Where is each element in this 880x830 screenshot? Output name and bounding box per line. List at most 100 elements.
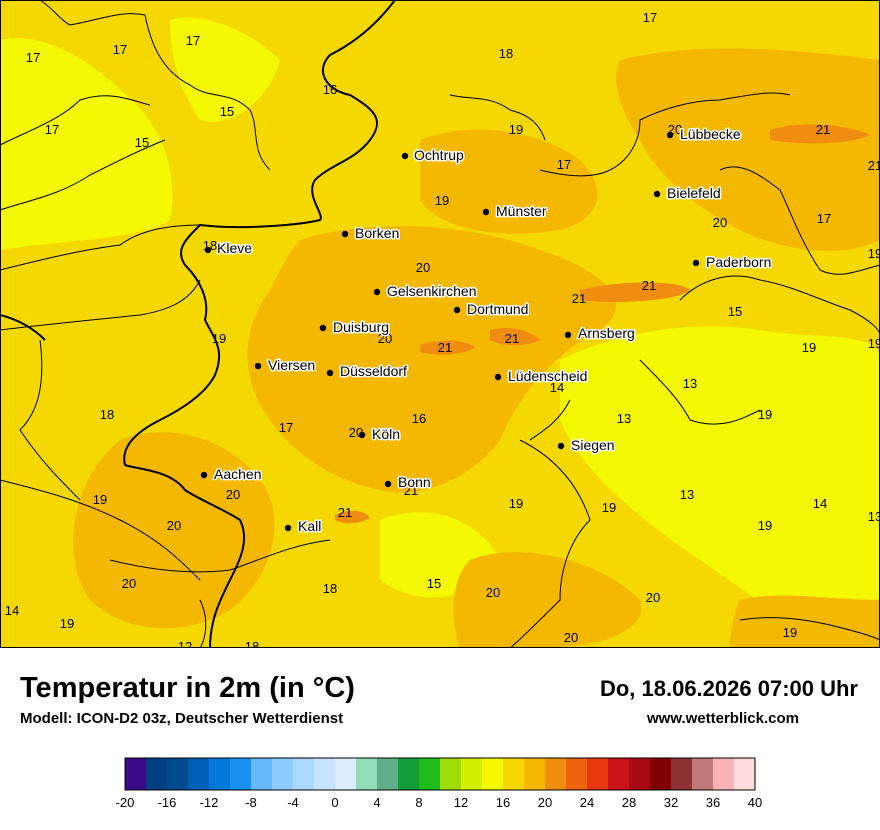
- city-label: Bonn: [398, 474, 431, 490]
- city-arnsberg[interactable]: Arnsberg: [564, 324, 636, 343]
- temp-label: 20: [167, 518, 181, 533]
- legend-color-box: [272, 758, 294, 790]
- temp-label: 16: [412, 411, 426, 426]
- city-gelsenkirchen[interactable]: Gelsenkirchen: [373, 282, 478, 301]
- city-siegen[interactable]: Siegen: [557, 436, 616, 455]
- city-label: Duisburg: [333, 319, 389, 335]
- temp-label: 21: [572, 291, 586, 306]
- city-muenster[interactable]: Münster: [482, 202, 548, 221]
- city-duisburg[interactable]: Duisburg: [319, 318, 391, 337]
- city-label: Paderborn: [706, 254, 771, 270]
- city-duesseldorf[interactable]: Düsseldorf: [326, 362, 409, 381]
- temp-label: 19: [868, 246, 880, 261]
- model-info: Modell: ICON-D2 03z, Deutscher Wetterdie…: [20, 710, 344, 727]
- temp-label: 15: [220, 104, 234, 119]
- temp-label: 21: [438, 340, 452, 355]
- legend-color-box: [188, 758, 210, 790]
- warm-zone-north: [420, 129, 598, 234]
- temp-label: 13: [617, 411, 631, 426]
- temp-label: 21: [868, 158, 880, 173]
- legend-color-box: [251, 758, 273, 790]
- temperature-map: 17 17 17 17 18 16 15 17 15 19 20 21 17 1…: [0, 0, 880, 648]
- hot-spot-3: [490, 328, 540, 346]
- legend-color-box: [125, 758, 147, 790]
- legend-color-box: [608, 758, 630, 790]
- temp-label: 19: [509, 496, 523, 511]
- temp-label: 19: [435, 193, 449, 208]
- city-viersen[interactable]: Viersen: [254, 356, 317, 375]
- temp-label: 17: [113, 42, 127, 57]
- temp-label: 15: [427, 576, 441, 591]
- legend-tick-label: 40: [748, 795, 762, 810]
- legend-color-box: [146, 758, 168, 790]
- temp-label: 19: [783, 625, 797, 640]
- legend-color-box: [587, 758, 609, 790]
- legend-tick-label: 24: [580, 795, 594, 810]
- state-borders: [0, 0, 396, 648]
- color-legend: -20 -16 -12 -8 -4 0 4 8 12 16 20 24 28 32 36 40: [116, 757, 762, 810]
- legend-tick-label: 8: [415, 795, 422, 810]
- city-label: Borken: [355, 225, 399, 241]
- hot-spot-1: [580, 282, 690, 302]
- city-label: Viersen: [268, 357, 315, 373]
- city-bonn[interactable]: Bonn: [384, 473, 432, 492]
- legend-color-box: [650, 758, 672, 790]
- temp-label: 19: [802, 340, 816, 355]
- legend-color-box: [419, 758, 441, 790]
- legend-color-box: [377, 758, 399, 790]
- temp-label: 19: [758, 407, 772, 422]
- city-kleve[interactable]: Kleve: [204, 239, 254, 258]
- warm-zone-south: [453, 552, 642, 648]
- temp-label: 19: [93, 492, 107, 507]
- legend-tick-label: 12: [454, 795, 468, 810]
- legend-color-box: [293, 758, 315, 790]
- legend-color-box: [545, 758, 567, 790]
- city-luebbecke[interactable]: Lübbecke: [666, 125, 742, 144]
- warm-zone-central: [247, 226, 617, 493]
- website-link[interactable]: www.wetterblick.com: [647, 710, 799, 727]
- district-borders: [0, 0, 880, 648]
- legend-tick-label: 16: [496, 795, 510, 810]
- legend-color-box: [503, 758, 525, 790]
- legend-tick-label: -20: [116, 795, 135, 810]
- cool-zone-east: [560, 326, 880, 648]
- city-luedenscheid[interactable]: Lüdenscheid: [494, 367, 589, 386]
- temp-label: 18: [499, 46, 513, 61]
- city-borken[interactable]: Borken: [341, 224, 401, 243]
- forecast-datetime: Do, 18.06.2026 07:00 Uhr: [599, 676, 858, 701]
- warm-zone-northeast: [616, 48, 880, 251]
- temp-label: 17: [186, 33, 200, 48]
- city-aachen[interactable]: Aachen: [200, 465, 263, 484]
- temp-label: 21: [642, 278, 656, 293]
- city-label: Siegen: [571, 437, 615, 453]
- city-label: Gelsenkirchen: [387, 283, 477, 299]
- temp-label: 13: [868, 509, 880, 524]
- city-koeln[interactable]: Köln: [358, 425, 402, 444]
- temp-label: 14: [550, 380, 564, 395]
- temp-label: 21: [338, 505, 352, 520]
- legend-tick-label: -16: [158, 795, 177, 810]
- legend-color-box: [314, 758, 336, 790]
- temp-label: 21: [505, 331, 519, 346]
- legend-color-boxes: [124, 757, 756, 791]
- temp-label: 18: [100, 407, 114, 422]
- temp-label: 17: [26, 50, 40, 65]
- legend-color-box: [713, 758, 735, 790]
- city-dortmund[interactable]: Dortmund: [453, 300, 530, 319]
- city-paderborn[interactable]: Paderborn: [692, 253, 773, 272]
- temp-label: 17: [643, 10, 657, 25]
- temp-label: 17: [557, 157, 571, 172]
- temp-label: 21: [404, 483, 418, 498]
- legend-color-box: [629, 758, 651, 790]
- city-label: Kleve: [217, 240, 252, 256]
- city-ochtrup[interactable]: Ochtrup: [401, 146, 466, 165]
- temp-label: 20: [486, 585, 500, 600]
- cool-zone-northwest: [170, 17, 280, 122]
- city-bielefeld[interactable]: Bielefeld: [653, 184, 722, 203]
- city-kall[interactable]: Kall: [284, 517, 323, 536]
- warm-zone-southeast: [730, 595, 880, 648]
- legend-color-box: [482, 758, 504, 790]
- temp-label: 20: [378, 331, 392, 346]
- city-label: Ochtrup: [414, 147, 464, 163]
- legend-color-box: [209, 758, 231, 790]
